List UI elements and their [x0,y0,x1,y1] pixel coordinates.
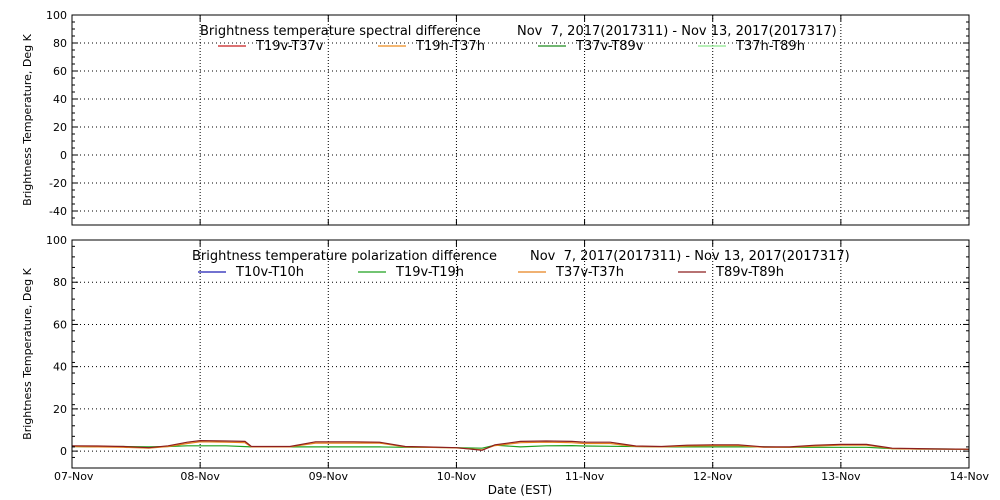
spectral-y-tick-label: 40 [53,93,67,106]
polarization-y-tick-label: 0 [60,445,67,458]
spectral-y-axis-label: Brightness Temperature, Deg K [21,33,34,205]
spectral-date-range: Nov 7, 2017(2017311) - Nov 13, 2017(2017… [517,24,837,39]
spectral-y-tick-label: 100 [46,9,67,22]
polarization-y-tick-label: 60 [53,318,67,331]
polarization-y-axis-label: Brightness Temperature, Deg K [21,267,34,439]
spectral-y-tick-label: 0 [60,149,67,162]
x-tick-label: 09-Nov [309,470,349,483]
spectral-y-tick-label: 80 [53,37,67,50]
legend-label-t10v-t10h: T10v-T10h [235,265,304,280]
legend-label-t37h-t89h: T37h-T89h [735,39,805,54]
x-tick-label: 14-Nov [950,470,990,483]
legend-label-t37v-t37h: T37v-T37h [555,265,624,280]
polarization-difference-panel: 0 20 40 60 80 100 Brightness temperature pola… [21,234,970,469]
spectral-difference-panel: -40 -20 0 20 40 60 80 100 Brightness temperatur… [21,9,970,226]
spectral-y-tick-label: 20 [53,121,67,134]
x-axis-ticks: 07-Nov 08-Nov 09-Nov 10-Nov 11-Nov 12-Nov 13-N… [54,15,989,483]
legend-label-t19v-t19h: T19v-T19h [395,265,464,280]
x-tick-label: 13-Nov [821,470,861,483]
legend-label-t37v-t89v: T37v-T89v [575,39,644,54]
polarization-y-tick-label: 80 [53,276,67,289]
x-tick-label: 11-Nov [565,470,605,483]
polarization-legend: T10v-T10h T19v-T19h T37v-T37h T89v-T89h [198,265,784,280]
spectral-y-tick-label: -20 [49,177,67,190]
polarization-y-tick-label: 100 [46,234,67,247]
x-tick-label: 10-Nov [437,470,477,483]
polarization-date-range: Nov 7, 2017(2017311) - Nov 13, 2017(2017… [530,249,850,264]
legend-label-t19h-t37h: T19h-T37h [415,39,485,54]
spectral-y-tick-label: 60 [53,65,67,78]
x-tick-label: 07-Nov [54,470,94,483]
polarization-y-tick-label: 20 [53,403,67,416]
legend-label-t19v-t37v: T19v-T37v [255,39,324,54]
polarization-series-group [71,439,970,451]
polarization-y-ticks: 0 20 40 60 80 100 [46,234,969,469]
spectral-y-tick-label: -40 [49,205,67,218]
polarization-title: Brightness temperature polarization diff… [192,249,497,264]
spectral-title: Brightness temperature spectral differen… [200,24,481,39]
x-tick-label: 08-Nov [180,470,220,483]
spectral-legend: T19v-T37v T19h-T37h T37v-T89v T37h-T89h [218,39,805,54]
x-tick-label: 12-Nov [693,470,733,483]
polarization-series-t89v-t89h [71,439,970,451]
spectral-y-ticks: -40 -20 0 20 40 60 80 100 [46,9,969,226]
legend-label-t89v-t89h: T89v-T89h [715,265,784,280]
polarization-y-tick-label: 40 [53,361,67,374]
polarization-plot-frame [71,239,970,469]
x-axis-label: Date (EST) [488,483,552,497]
